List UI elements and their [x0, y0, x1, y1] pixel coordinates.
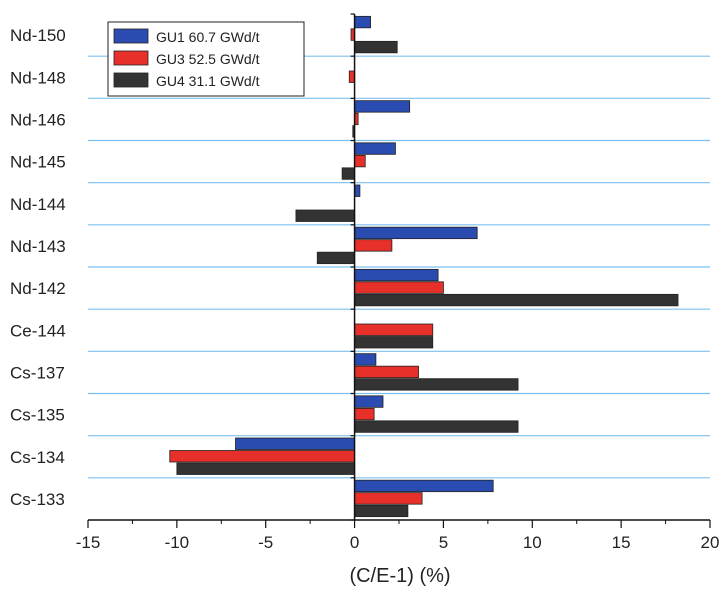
x-tick-label: -5	[258, 533, 273, 552]
bar-nd-148-series-2	[348, 70, 355, 83]
bar-nd-145-series-1	[354, 142, 396, 155]
x-tick-label: -10	[165, 533, 190, 552]
bar-nd-150-series-3	[354, 40, 398, 54]
category-label: Cs-133	[10, 490, 65, 509]
x-tick-label: 10	[523, 533, 542, 552]
bar-nd-142-series-1	[354, 268, 439, 282]
bar-nd-145-series-3	[341, 167, 355, 180]
bar-ce-144-series-3	[354, 336, 434, 349]
bar-cs-135-series-2	[354, 407, 375, 421]
bar-nd-150-series-1	[354, 15, 371, 29]
x-tick-label: 5	[439, 533, 448, 552]
bar-cs-133-series-2	[354, 492, 423, 505]
category-label: Cs-134	[10, 448, 65, 467]
x-ticks: -15 -10 -5 0 5 10 15 20	[76, 520, 720, 552]
legend-swatch	[113, 72, 149, 88]
legend: GU1 60.7 GWd/t GU3 52.5 GWd/t GU4 31.1 GWd…	[107, 21, 305, 97]
category-label: Nd-145	[10, 153, 66, 172]
bar-nd-144-series-3	[295, 209, 355, 222]
bar-cs-133-series-3	[354, 504, 409, 518]
category-label: Nd-143	[10, 237, 66, 256]
legend-swatch	[113, 50, 149, 66]
bar-cs-134-series-1	[235, 437, 355, 450]
bar-cs-137-series-2	[354, 365, 419, 379]
category-label: Nd-148	[10, 68, 66, 87]
category-label: Nd-142	[10, 279, 66, 298]
x-tick-label: 0	[350, 533, 359, 552]
bar-nd-143-series-1	[354, 226, 478, 240]
category-label: Ce-144	[10, 321, 66, 340]
x-tick-label: 20	[701, 533, 720, 552]
bar-ce-144-series-2	[354, 323, 434, 336]
legend-entry: GU3 52.5 GWd/t	[156, 51, 260, 67]
bar-nd-142-series-2	[354, 281, 444, 294]
bar-nd-145-series-2	[354, 154, 366, 168]
x-axis-label: (C/E-1) (%)	[349, 565, 450, 587]
legend-swatch	[113, 28, 149, 44]
bar-nd-143-series-2	[354, 239, 393, 252]
legend-entry: GU4 31.1 GWd/t	[156, 73, 260, 89]
category-label: Nd-146	[10, 110, 66, 129]
x-tick-label: 15	[612, 533, 631, 552]
category-label: Cs-135	[10, 406, 65, 425]
bar-cs-135-series-3	[354, 420, 519, 433]
bar-cs-137-series-1	[354, 353, 377, 366]
bar-cs-133-series-1	[354, 479, 494, 493]
bar-nd-143-series-3	[316, 251, 355, 265]
bar-cs-137-series-3	[354, 378, 519, 391]
category-label: Cs-137	[10, 363, 65, 382]
x-tick-label: -15	[76, 533, 101, 552]
bar-cs-135-series-1	[354, 395, 384, 408]
bar-cs-134-series-3	[176, 462, 355, 475]
legend-entry: GU1 60.7 GWd/t	[156, 29, 260, 45]
category-labels: Nd-150 Nd-148 Nd-146 Nd-145 Nd-144 Nd-143 Nd-1…	[10, 26, 66, 509]
bar-nd-142-series-3	[354, 293, 679, 307]
bar-cs-134-series-2	[169, 450, 355, 463]
category-label: Nd-144	[10, 195, 66, 214]
bar-nd-146-series-1	[354, 100, 411, 113]
category-label: Nd-150	[10, 26, 66, 45]
bars	[169, 15, 679, 518]
category-separators	[88, 55, 710, 479]
bar-nd-144-series-1	[354, 184, 361, 197]
